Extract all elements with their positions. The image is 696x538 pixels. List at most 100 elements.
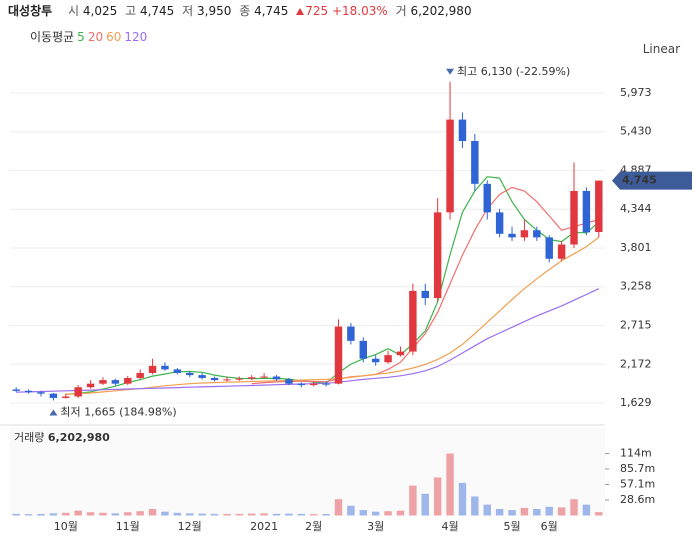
volume-bar: [508, 510, 516, 516]
candle-body: [334, 326, 343, 384]
volume-bar: [136, 511, 144, 516]
stock-name: 대성창투: [8, 4, 53, 18]
volume-bar: [124, 512, 132, 516]
x-tick-label: 11월: [116, 520, 140, 533]
volume-bar: [347, 505, 355, 516]
field-label: 시: [68, 4, 80, 18]
volume-bar: [384, 511, 392, 516]
legend-title: 이동평균: [30, 30, 75, 44]
volume-bar: [396, 510, 405, 516]
x-tick-label: 3월: [367, 520, 384, 533]
legend-entry[interactable]: 5: [77, 30, 85, 44]
candle-body: [148, 365, 157, 373]
x-tick-label: 6월: [541, 520, 558, 533]
volume-bar: [570, 499, 578, 516]
volume-bar: [272, 513, 281, 516]
candle-body: [347, 326, 355, 341]
candle-body: [210, 377, 219, 381]
candle-body: [557, 244, 566, 259]
y-tick-label: 3,801: [620, 241, 652, 254]
volume-bar: [49, 513, 58, 516]
y-tick-label: 85.7m: [620, 462, 655, 475]
moving-average: [16, 288, 600, 393]
candle-body: [198, 375, 206, 378]
field-value: 4,745: [254, 4, 289, 18]
x-tick-label: 5월: [503, 520, 520, 533]
candle-body: [235, 378, 244, 380]
volume-bar: [12, 513, 20, 516]
volume-bar: [223, 513, 231, 516]
candle-body: [582, 190, 591, 233]
candle-body: [74, 387, 82, 397]
candle-body: [62, 396, 70, 398]
volume-bar: [235, 513, 244, 516]
volume-bar: [111, 513, 120, 516]
candle-body: [458, 119, 467, 142]
volume-bar: [99, 512, 107, 516]
volume-bar: [359, 510, 367, 516]
candle-body: [186, 372, 194, 376]
candle-body: [409, 290, 417, 352]
volume-bar: [545, 506, 553, 516]
y-tick-label: 2,715: [620, 319, 652, 332]
candle-body: [12, 389, 20, 391]
volume-bar: [309, 514, 318, 516]
volume-bar: [458, 482, 467, 516]
annotation-arrow: [446, 68, 455, 75]
high-annotation: 최고 6,130 (-22.59%): [457, 65, 570, 78]
candle-body: [86, 383, 95, 388]
candle-body: [570, 190, 578, 245]
legend-entry[interactable]: 60: [106, 30, 122, 44]
x-tick-label: 2021: [250, 520, 278, 533]
y-tick-label: 1,629: [620, 396, 652, 409]
candle-body: [396, 351, 405, 356]
change-pct: +18.03%: [331, 4, 388, 18]
volume-bar: [186, 513, 194, 516]
volume-panel: [10, 428, 605, 516]
y-tick-label: 5,430: [620, 125, 652, 138]
volume-bar: [409, 485, 417, 516]
candle-body: [433, 212, 442, 299]
candle-body: [471, 141, 479, 184]
candle-body: [248, 377, 256, 379]
volume-bar: [260, 513, 268, 516]
x-tick-label: 10월: [54, 520, 78, 533]
volume-bar: [210, 513, 219, 516]
field-value: 3,950: [197, 4, 232, 18]
legend-entry[interactable]: 20: [87, 30, 104, 44]
candle-body: [111, 380, 120, 384]
moving-average: [65, 236, 600, 395]
candle-body: [322, 383, 330, 385]
field-value: 6,202,980: [410, 4, 472, 18]
legend: 이동평균 5 20 60 120: [30, 28, 150, 45]
volume-bar: [285, 513, 293, 516]
legend-entry[interactable]: 120: [124, 30, 148, 44]
candle-body: [533, 230, 541, 238]
candle-body: [483, 183, 491, 213]
volume-bar: [148, 508, 157, 516]
candle-body: [421, 290, 429, 299]
low-annotation: 최저 1,665 (184.98%): [60, 405, 176, 418]
candle-body: [161, 365, 169, 370]
volume-bar: [557, 507, 566, 516]
candle-body: [309, 383, 318, 386]
price-badge-label: 4,745: [622, 174, 657, 187]
candle-body: [223, 379, 231, 381]
x-tick-label: 4월: [441, 520, 458, 533]
candle-body: [49, 393, 58, 398]
candle-body: [136, 372, 144, 378]
candle-body: [495, 212, 504, 234]
candle-body: [384, 355, 392, 363]
x-tick-label: 12월: [178, 520, 202, 533]
volume-bar: [297, 513, 306, 516]
volume-bar: [582, 504, 591, 516]
annotation-arrow: [49, 409, 58, 416]
price-badge: [612, 171, 692, 190]
volume-bar: [433, 477, 442, 516]
field-label: 거: [395, 4, 407, 18]
scale-toggle[interactable]: Linear: [642, 42, 680, 56]
candle-body: [508, 233, 516, 238]
candle-body: [99, 380, 107, 384]
